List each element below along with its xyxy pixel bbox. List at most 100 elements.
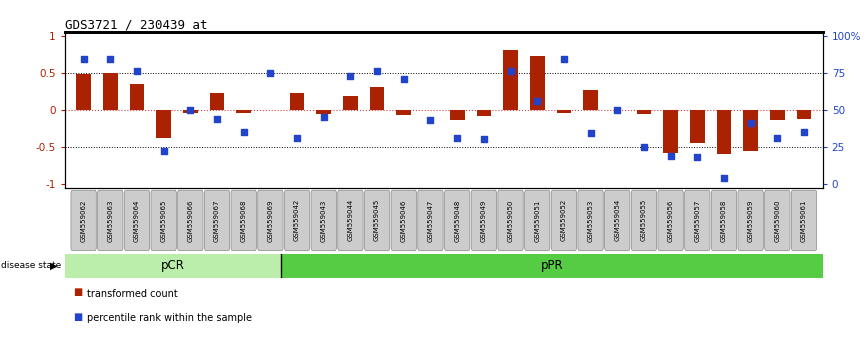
FancyBboxPatch shape — [178, 190, 203, 251]
Bar — [690, 110, 705, 143]
Bar — [770, 110, 785, 120]
Bar — [397, 110, 411, 115]
Bar — [503, 50, 518, 110]
Bar — [290, 93, 305, 110]
FancyBboxPatch shape — [498, 190, 523, 251]
Bar — [663, 110, 678, 153]
Text: GSM559062: GSM559062 — [81, 199, 87, 241]
Bar — [476, 110, 491, 116]
Bar — [65, 254, 281, 278]
Text: GSM559065: GSM559065 — [161, 199, 166, 241]
Text: GSM559063: GSM559063 — [107, 199, 113, 242]
Point — [397, 76, 410, 81]
Point — [584, 131, 598, 136]
Text: GSM559051: GSM559051 — [534, 199, 540, 241]
Point — [317, 114, 331, 120]
Point — [744, 120, 758, 126]
Bar — [76, 74, 91, 110]
Bar — [583, 91, 598, 110]
Text: GSM559049: GSM559049 — [481, 199, 487, 241]
Text: GSM559050: GSM559050 — [507, 199, 514, 241]
Text: percentile rank within the sample: percentile rank within the sample — [87, 313, 252, 323]
FancyBboxPatch shape — [765, 190, 790, 251]
Text: GSM559061: GSM559061 — [801, 199, 807, 242]
Point — [663, 153, 677, 159]
FancyBboxPatch shape — [204, 190, 229, 251]
Text: ■: ■ — [74, 287, 83, 297]
FancyBboxPatch shape — [711, 190, 737, 251]
FancyBboxPatch shape — [738, 190, 763, 251]
Bar — [130, 84, 145, 110]
Text: GSM559060: GSM559060 — [774, 199, 780, 242]
Bar — [281, 254, 823, 278]
Bar — [343, 96, 358, 110]
Bar — [557, 110, 572, 113]
Point — [236, 129, 250, 135]
FancyBboxPatch shape — [631, 190, 656, 251]
Text: GSM559046: GSM559046 — [401, 199, 407, 241]
Bar — [370, 87, 385, 110]
Point — [611, 107, 624, 113]
Text: ■: ■ — [74, 312, 83, 321]
FancyBboxPatch shape — [444, 190, 470, 251]
Bar — [210, 93, 224, 110]
Bar — [316, 110, 331, 114]
Text: GSM559057: GSM559057 — [695, 199, 701, 241]
FancyBboxPatch shape — [685, 190, 710, 251]
Point — [157, 148, 171, 154]
Text: GSM559056: GSM559056 — [668, 199, 674, 241]
Point — [423, 117, 437, 123]
Bar — [797, 110, 811, 119]
FancyBboxPatch shape — [552, 190, 577, 251]
Bar — [103, 73, 118, 110]
Text: GSM559055: GSM559055 — [641, 199, 647, 241]
Point — [130, 68, 144, 74]
FancyBboxPatch shape — [231, 190, 256, 251]
Bar — [530, 56, 545, 110]
FancyBboxPatch shape — [471, 190, 496, 251]
Text: GSM559054: GSM559054 — [614, 199, 620, 241]
FancyBboxPatch shape — [284, 190, 310, 251]
Text: GSM559044: GSM559044 — [347, 199, 353, 241]
Bar — [637, 110, 651, 114]
FancyBboxPatch shape — [417, 190, 443, 251]
Bar — [717, 110, 731, 154]
FancyBboxPatch shape — [125, 190, 150, 251]
FancyBboxPatch shape — [71, 190, 96, 251]
Point — [184, 107, 197, 113]
FancyBboxPatch shape — [792, 190, 817, 251]
Text: GSM559043: GSM559043 — [320, 199, 326, 241]
FancyBboxPatch shape — [98, 190, 123, 251]
Text: GSM559045: GSM559045 — [374, 199, 380, 241]
Bar — [449, 110, 464, 120]
Text: pPR: pPR — [540, 259, 564, 272]
Point — [103, 57, 117, 62]
Text: pCR: pCR — [161, 259, 185, 272]
Point — [344, 74, 358, 79]
Point — [717, 175, 731, 181]
FancyBboxPatch shape — [311, 190, 336, 251]
Text: GSM559069: GSM559069 — [268, 199, 274, 242]
Text: GSM559068: GSM559068 — [241, 199, 247, 242]
Point — [771, 135, 785, 141]
FancyBboxPatch shape — [258, 190, 283, 251]
Text: GSM559048: GSM559048 — [454, 199, 460, 241]
Text: GSM559058: GSM559058 — [721, 199, 727, 241]
Point — [557, 57, 571, 62]
Text: transformed count: transformed count — [87, 289, 178, 298]
FancyBboxPatch shape — [658, 190, 683, 251]
Point — [797, 129, 811, 135]
FancyBboxPatch shape — [338, 190, 363, 251]
Bar — [236, 110, 251, 113]
FancyBboxPatch shape — [365, 190, 390, 251]
Point — [210, 116, 224, 121]
Bar — [183, 110, 197, 113]
Bar — [157, 110, 171, 138]
Bar — [743, 110, 758, 151]
Text: GSM559047: GSM559047 — [428, 199, 434, 241]
Text: GSM559042: GSM559042 — [294, 199, 301, 241]
FancyBboxPatch shape — [525, 190, 550, 251]
Text: GSM559067: GSM559067 — [214, 199, 220, 242]
Text: ▶: ▶ — [49, 261, 57, 271]
Point — [637, 144, 651, 150]
